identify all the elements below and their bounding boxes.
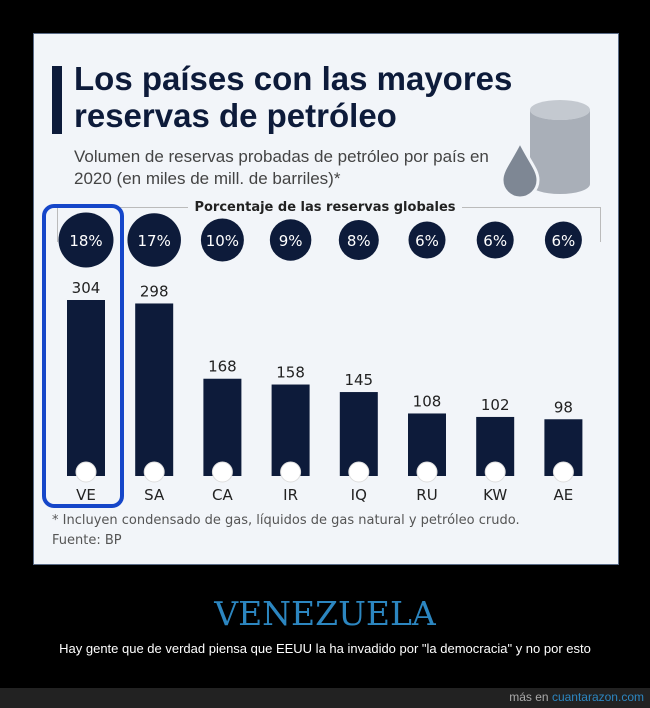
share-bubble	[58, 212, 114, 268]
category-label: AE	[554, 486, 574, 504]
value-label: 304	[72, 279, 101, 297]
share-bubble	[127, 213, 181, 267]
flag-icon	[143, 461, 165, 483]
footer-prefix: más en	[509, 690, 549, 704]
footnote: * Incluyen condensado de gas, líquidos d…	[52, 513, 520, 528]
flag-icon	[280, 461, 302, 483]
infographic-card	[33, 33, 619, 565]
bar	[203, 378, 242, 476]
category-label: SA	[144, 486, 165, 504]
share-label: 18%	[69, 232, 102, 250]
share-label: 6%	[415, 232, 439, 250]
category-label: RU	[416, 486, 437, 504]
share-bubble	[476, 221, 514, 259]
site-link[interactable]: cuantarazon.com	[551, 690, 644, 704]
value-label: 298	[140, 282, 169, 300]
share-bubble	[544, 221, 582, 259]
share-bubble	[269, 219, 312, 261]
footer-bar: más en cuantarazon.com	[0, 688, 650, 708]
category-label: CA	[212, 486, 233, 504]
category-label: IR	[283, 486, 298, 504]
share-label: 17%	[138, 232, 171, 250]
share-bubble	[408, 221, 446, 259]
flag-icon	[211, 461, 233, 483]
source: Fuente: BP	[52, 533, 122, 548]
value-label: 108	[413, 392, 442, 410]
bar	[67, 300, 105, 476]
share-label: 8%	[347, 232, 371, 250]
chart-title: Los países con las mayores reservas de p…	[74, 60, 513, 134]
share-bubble	[338, 220, 379, 260]
flag-icon	[552, 461, 574, 483]
value-label: 98	[554, 398, 573, 416]
value-label: 158	[276, 364, 305, 382]
hand-drawn-highlight	[42, 204, 124, 508]
share-label: 6%	[483, 232, 507, 250]
value-label: 168	[208, 358, 237, 376]
category-label: IQ	[351, 486, 367, 504]
value-label: 145	[344, 371, 373, 389]
category-label: KW	[483, 486, 507, 504]
bar	[135, 303, 174, 476]
bar	[271, 384, 310, 476]
category-label: VE	[76, 486, 96, 504]
share-label: 6%	[552, 232, 576, 250]
caption-text: Hay gente que de verdad piensa que EEUU …	[59, 641, 591, 656]
share-bubble	[200, 218, 244, 262]
flag-icon	[416, 461, 438, 483]
share-legend-title: Porcentaje de las reservas globales	[188, 200, 462, 215]
share-label: 9%	[279, 232, 303, 250]
flag-icon	[348, 461, 370, 483]
flag-icon	[75, 461, 97, 483]
bar-chart: 18% 304 VE 17% 298 SA 10% 168 CA 9% 158 IR 8% 145 IQ 6%…	[58, 212, 583, 504]
value-label: 102	[481, 396, 510, 414]
oil-barrel-icon	[500, 100, 590, 200]
caption-title: VENEZUELA	[214, 594, 436, 633]
flag-icon	[484, 461, 506, 483]
share-label: 10%	[206, 232, 239, 250]
chart-subtitle: Volumen de reservas probadas de petróleo…	[74, 147, 489, 188]
title-accent-bar	[52, 66, 62, 134]
